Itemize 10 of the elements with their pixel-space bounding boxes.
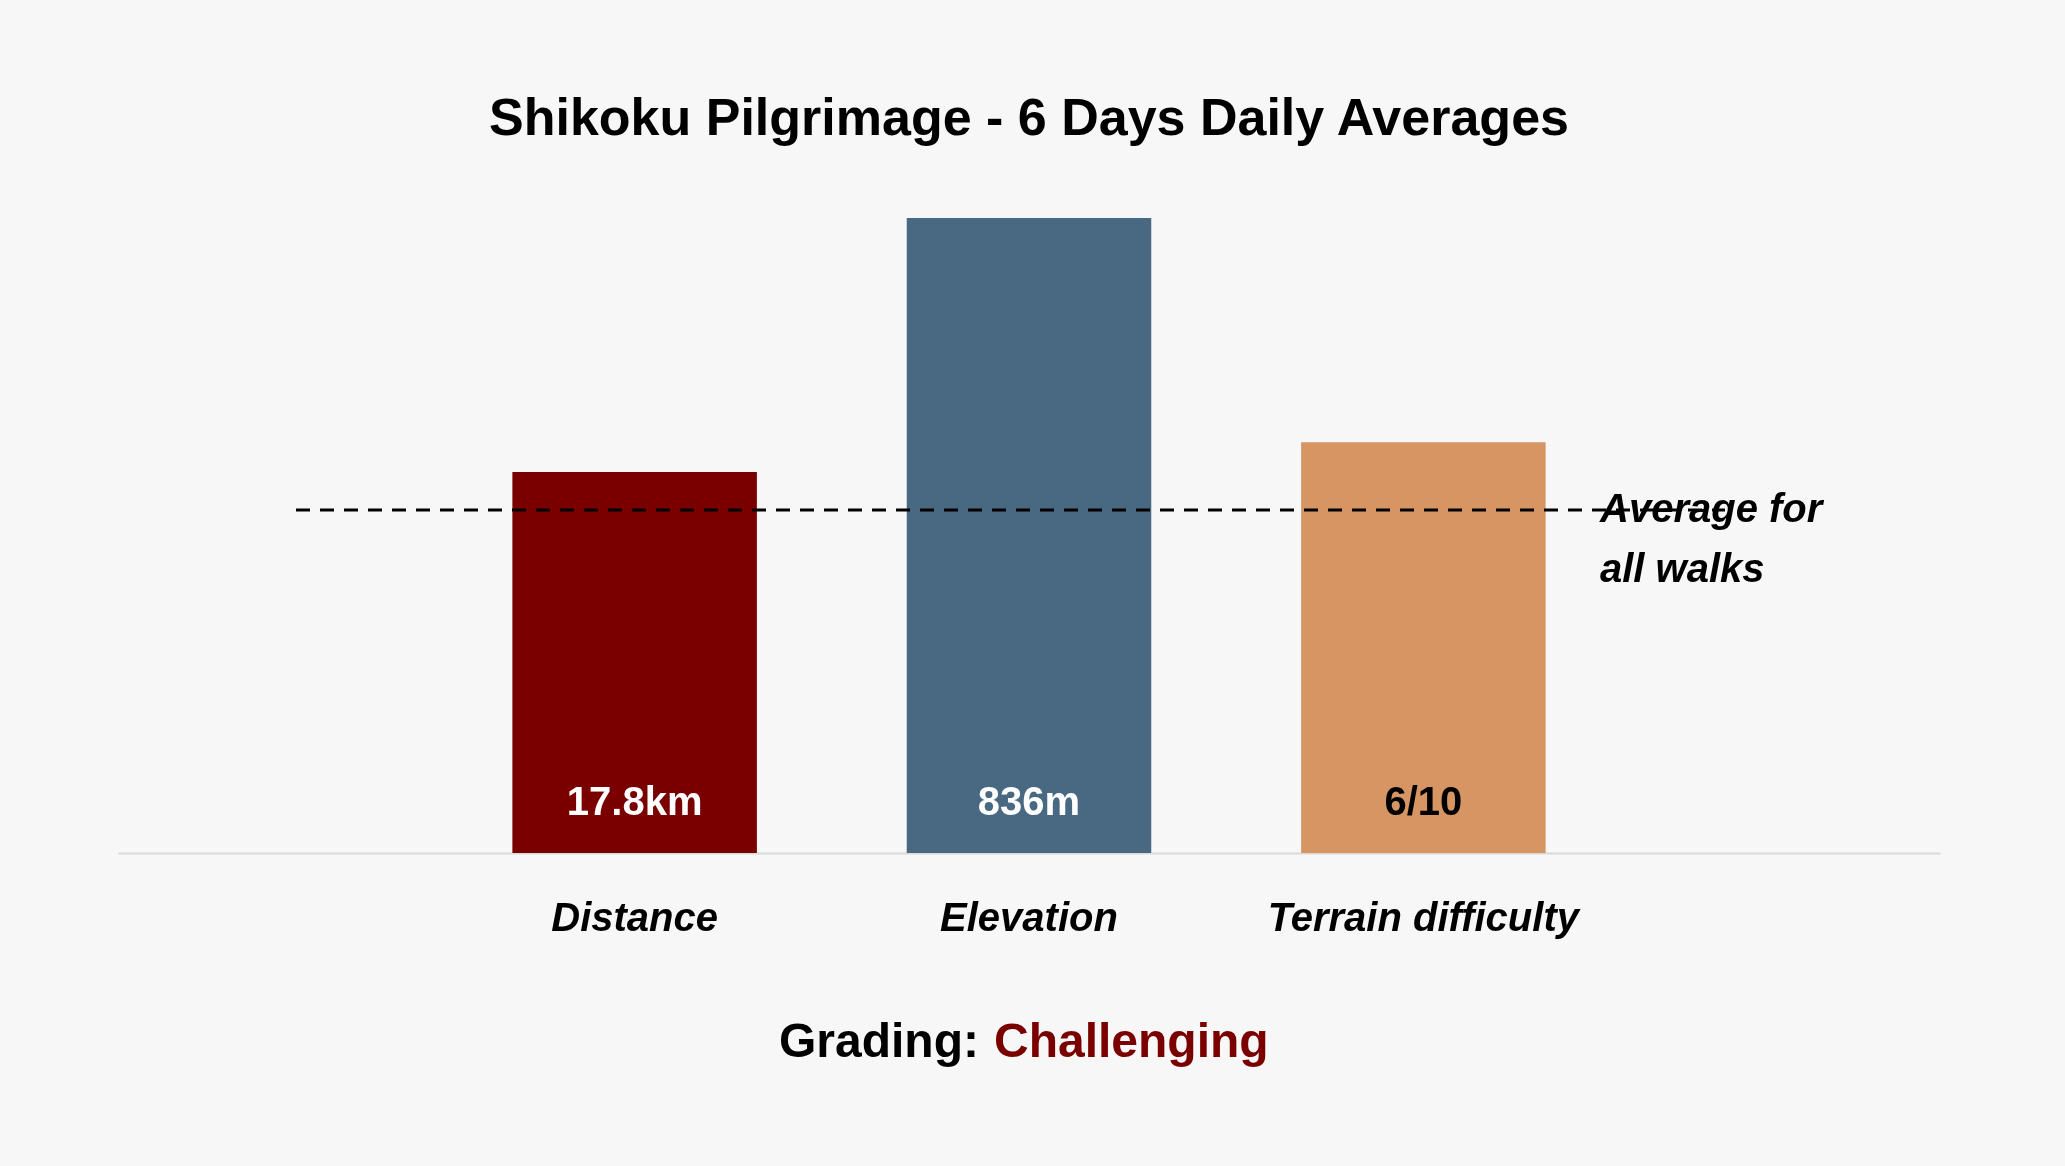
x-tick-label: Elevation: [940, 894, 1118, 939]
ref-line-label: Average for all walks: [1599, 486, 1825, 591]
annotation: 836m: [977, 779, 1081, 823]
annotation: 17.8km: [566, 779, 703, 823]
annotation: 6/10: [1384, 779, 1463, 823]
text: Grading:: [779, 1014, 979, 1067]
x-tick-label: Distance: [551, 894, 718, 939]
chart-title: Shikoku Pilgrimage - 6 Days Daily Averages: [489, 88, 1569, 146]
text: Challenging: [994, 1014, 1269, 1067]
x-tick-label: Terrain difficulty: [1267, 894, 1581, 939]
